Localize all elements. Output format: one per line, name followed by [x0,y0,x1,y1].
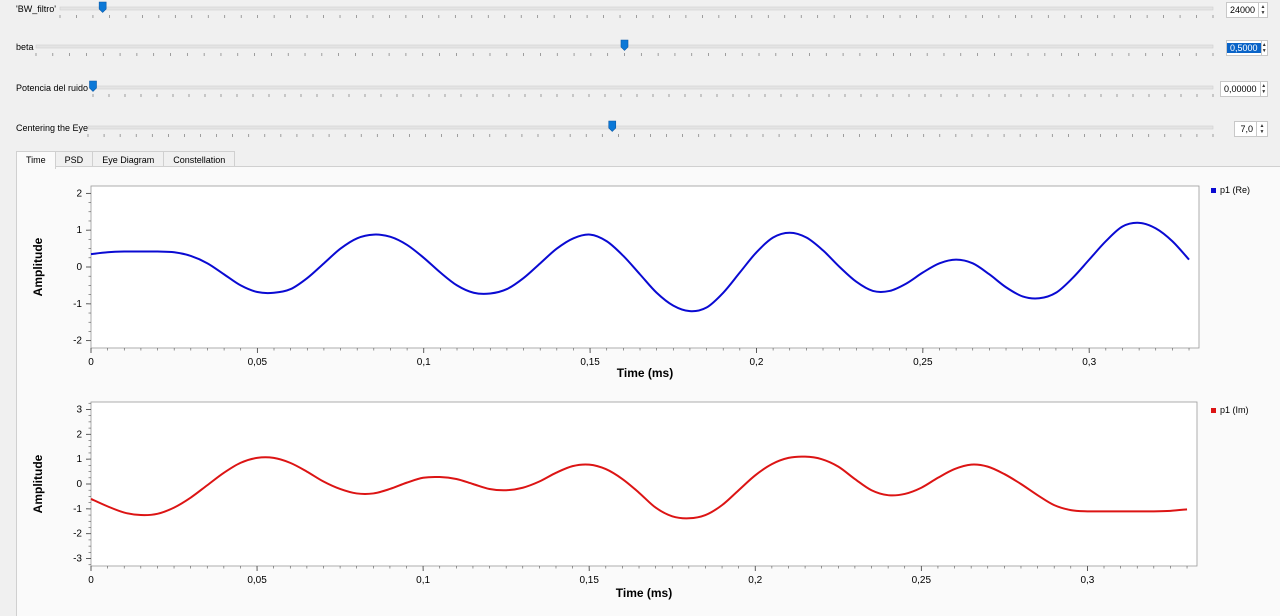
spinbox-value[interactable]: 24000 [1230,5,1256,15]
spin-arrows-icon[interactable]: ▲ ▼ [1259,82,1267,96]
x-axis-label: Time (ms) [616,586,672,600]
y-tick-label: 3 [76,404,82,415]
legend-entry[interactable]: p1 (Im) [1220,405,1249,415]
y-tick-label: -1 [73,504,82,515]
plot-canvas[interactable] [90,185,1200,349]
y-tick-label: 1 [76,454,82,465]
bw-filtro-spinbox[interactable]: 24000 ▲ ▼ [1226,2,1268,18]
y-axis-label: Amplitude [31,237,45,296]
slider-groove[interactable] [59,6,1214,11]
beta-spinbox[interactable]: 0,5000 ▲ ▼ [1226,40,1268,56]
series-line [90,455,1188,520]
x-tick-label: 0 [88,575,94,586]
legend-entry[interactable]: p1 (Re) [1220,185,1250,195]
x-tick-label: 0,3 [1082,357,1096,368]
legend-swatch [1211,408,1216,413]
plot-canvas[interactable] [90,401,1198,567]
potencia-del-ruido-slider[interactable] [0,79,1215,99]
time-plot-panel: 2 1 0 -1 -2 0 0,05 0,1 0,15 0,2 0,25 0,3 Time (ms) Am… [16,166,1280,616]
centering-the-eye-spinbox[interactable]: 7,0 ▲ ▼ [1234,121,1268,137]
beta-slider[interactable] [0,38,1215,58]
x-tick-label: 0,15 [579,575,599,586]
spin-arrows-icon[interactable]: ▲ ▼ [1258,3,1267,17]
tab-constellation[interactable]: Constellation [163,151,236,168]
slider-handle[interactable] [620,39,629,51]
slider-groove[interactable] [87,125,1214,130]
slider-label: 'BW_filtro' [16,4,56,14]
x-tick-label: 0,1 [417,357,431,368]
slider-handle[interactable] [89,80,97,92]
potencia-del-ruido-spinbox[interactable]: 0,00000 ▲ ▼ [1220,81,1268,97]
x-tick-label: 0,05 [247,575,267,586]
y-tick-label: -2 [73,336,82,347]
slider-label: Potencia del ruido [16,83,89,93]
y-tick-label: -3 [73,554,82,565]
legend-swatch [1211,188,1216,193]
y-axis-label: Amplitude [31,454,45,513]
slider-row-bw-filtro: 'BW_filtro' 24000 ▲ ▼ [0,0,1280,20]
slider-label: beta [16,42,34,52]
slider-handle[interactable] [608,120,617,132]
x-tick-label: 0,1 [416,575,430,586]
x-tick-label: 0,05 [248,357,268,368]
y-tick-label: 2 [76,429,82,440]
y-tick-label: -1 [73,299,82,310]
spin-arrows-icon[interactable]: ▲ ▼ [1260,41,1267,55]
x-tick-label: 0,2 [748,575,762,586]
x-tick-label: 0,25 [912,575,932,586]
plot-real[interactable]: 2 1 0 -1 -2 0 0,05 0,1 0,15 0,2 0,25 0,3 Time (ms) Am… [17,167,1280,382]
slider-groove[interactable] [92,85,1214,90]
x-tick-label: 0,25 [913,357,933,368]
spinbox-value[interactable]: 0,00000 [1224,84,1257,94]
slider-row-potencia-del-ruido: Potencia del ruido 0,00000 ▲ ▼ [0,79,1280,99]
tab-bar: Time PSD Eye Diagram Constellation [16,151,236,169]
series-line [90,221,1190,313]
slider-label: Centering the Eye [16,123,89,133]
slider-row-centering-the-eye: Centering the Eye 7,0 ▲ ▼ [0,119,1280,139]
y-tick-label: -2 [73,529,82,540]
spinbox-value[interactable]: 7,0 [1240,124,1253,134]
x-tick-label: 0,2 [750,357,764,368]
spin-arrows-icon[interactable]: ▲ ▼ [1256,122,1267,136]
bw-filtro-slider[interactable] [0,0,1215,20]
x-axis-label: Time (ms) [617,366,673,380]
x-tick-label: 0,3 [1080,575,1094,586]
tab-time[interactable]: Time [16,151,56,169]
slider-row-beta: beta 0,5000 ▲ ▼ [0,38,1280,58]
plot-imag[interactable]: 3 2 1 0 -1 -2 -3 0 0,05 0,1 0,15 0,2 0,25 0,3 Time (ms… [17,386,1280,616]
x-tick-label: 0 [88,357,94,368]
y-tick-label: 0 [76,262,82,273]
slider-handle[interactable] [98,1,107,13]
y-tick-label: 0 [76,479,82,490]
centering-the-eye-slider[interactable] [0,119,1215,139]
x-tick-label: 0,15 [580,357,600,368]
y-tick-label: 1 [76,225,82,236]
y-tick-label: 2 [76,188,82,199]
spinbox-value[interactable]: 0,5000 [1227,43,1261,53]
